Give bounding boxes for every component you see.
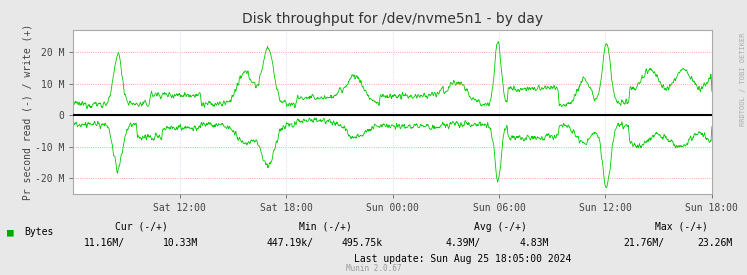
Text: Max (-/+): Max (-/+) [655,222,707,232]
Text: Bytes: Bytes [25,227,54,237]
Text: 10.33M: 10.33M [163,238,199,248]
Text: 21.76M/: 21.76M/ [623,238,665,248]
Text: 4.39M/: 4.39M/ [445,238,481,248]
Text: Avg (-/+): Avg (-/+) [474,222,527,232]
Title: Disk throughput for /dev/nvme5n1 - by day: Disk throughput for /dev/nvme5n1 - by da… [242,12,543,26]
Text: Cur (-/+): Cur (-/+) [116,222,168,232]
Text: 447.19k/: 447.19k/ [267,238,313,248]
Text: 23.26M: 23.26M [697,238,733,248]
Text: 4.83M: 4.83M [519,238,549,248]
Text: ■: ■ [7,227,14,237]
Text: RRDTOOL / TOBI OETIKER: RRDTOOL / TOBI OETIKER [740,33,746,126]
Text: Last update: Sun Aug 25 18:05:00 2024: Last update: Sun Aug 25 18:05:00 2024 [355,254,571,264]
Text: 495.75k: 495.75k [341,238,383,248]
Text: Min (-/+): Min (-/+) [299,222,351,232]
Text: 11.16M/: 11.16M/ [84,238,125,248]
Y-axis label: Pr second read (-) / write (+): Pr second read (-) / write (+) [22,24,32,200]
Text: Munin 2.0.67: Munin 2.0.67 [346,264,401,273]
